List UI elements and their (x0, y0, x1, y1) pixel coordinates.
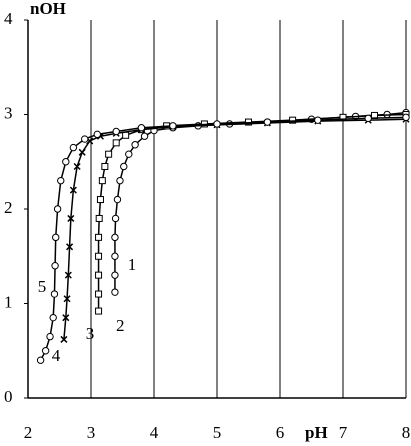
marker (36, 356, 45, 364)
marker (263, 118, 272, 126)
marker (402, 113, 410, 122)
marker (101, 162, 109, 170)
marker (60, 335, 68, 343)
marker (49, 313, 57, 322)
marker (95, 307, 103, 315)
marker (111, 214, 120, 223)
x-tick-label: 7 (339, 423, 348, 442)
marker (95, 271, 103, 279)
x-axis-label: pH (305, 423, 328, 442)
marker (81, 135, 89, 143)
marker (116, 176, 124, 185)
marker (364, 114, 372, 122)
marker (63, 295, 71, 303)
marker (96, 196, 104, 204)
series-label: 5 (38, 277, 47, 296)
marker (41, 347, 50, 355)
marker (62, 158, 70, 166)
x-tick-label: 6 (276, 423, 285, 442)
marker (111, 271, 119, 279)
marker (213, 120, 221, 128)
marker (62, 314, 70, 322)
marker (169, 122, 177, 130)
marker (111, 288, 119, 296)
marker (125, 150, 133, 158)
y-tick-label: 1 (4, 292, 13, 311)
marker (105, 150, 113, 158)
y-tick-label: 0 (4, 387, 13, 406)
marker (66, 243, 74, 251)
marker (289, 116, 297, 124)
y-tick-label: 4 (4, 9, 13, 28)
marker (57, 176, 65, 185)
marker (50, 290, 59, 298)
y-tick-label: 3 (4, 103, 13, 122)
marker (140, 132, 149, 140)
series-line (114, 111, 407, 293)
series-label: 3 (86, 324, 95, 343)
marker (64, 271, 72, 279)
marker (113, 195, 122, 204)
marker (122, 131, 130, 139)
marker (95, 252, 103, 260)
x-tick-label: 8 (402, 423, 411, 442)
series-line (97, 113, 407, 312)
marker (137, 124, 146, 132)
series-label: 1 (128, 255, 137, 274)
y-tick-label: 2 (4, 198, 13, 217)
marker (314, 116, 322, 124)
marker (95, 233, 103, 241)
marker (67, 214, 75, 222)
annotation: 2 (116, 316, 125, 335)
x-tick-label: 4 (150, 423, 159, 442)
series-label: 4 (52, 346, 61, 365)
marker (131, 141, 139, 149)
marker (93, 130, 102, 139)
marker (46, 332, 54, 341)
marker (78, 148, 86, 156)
marker (95, 214, 103, 222)
marker (111, 233, 119, 242)
marker (52, 233, 60, 242)
marker (53, 205, 62, 213)
y-axis-label: nOH (30, 0, 66, 18)
marker (51, 262, 59, 270)
marker (69, 143, 78, 152)
marker (98, 177, 106, 185)
marker (73, 162, 81, 171)
x-tick-label: 2 (24, 423, 33, 442)
x-tick-label: 5 (213, 423, 222, 442)
marker (112, 139, 120, 147)
marker (120, 162, 128, 171)
marker (69, 186, 77, 194)
marker (112, 127, 120, 136)
x-tick-label: 3 (87, 423, 96, 442)
marker (111, 252, 119, 260)
marker (95, 290, 103, 298)
